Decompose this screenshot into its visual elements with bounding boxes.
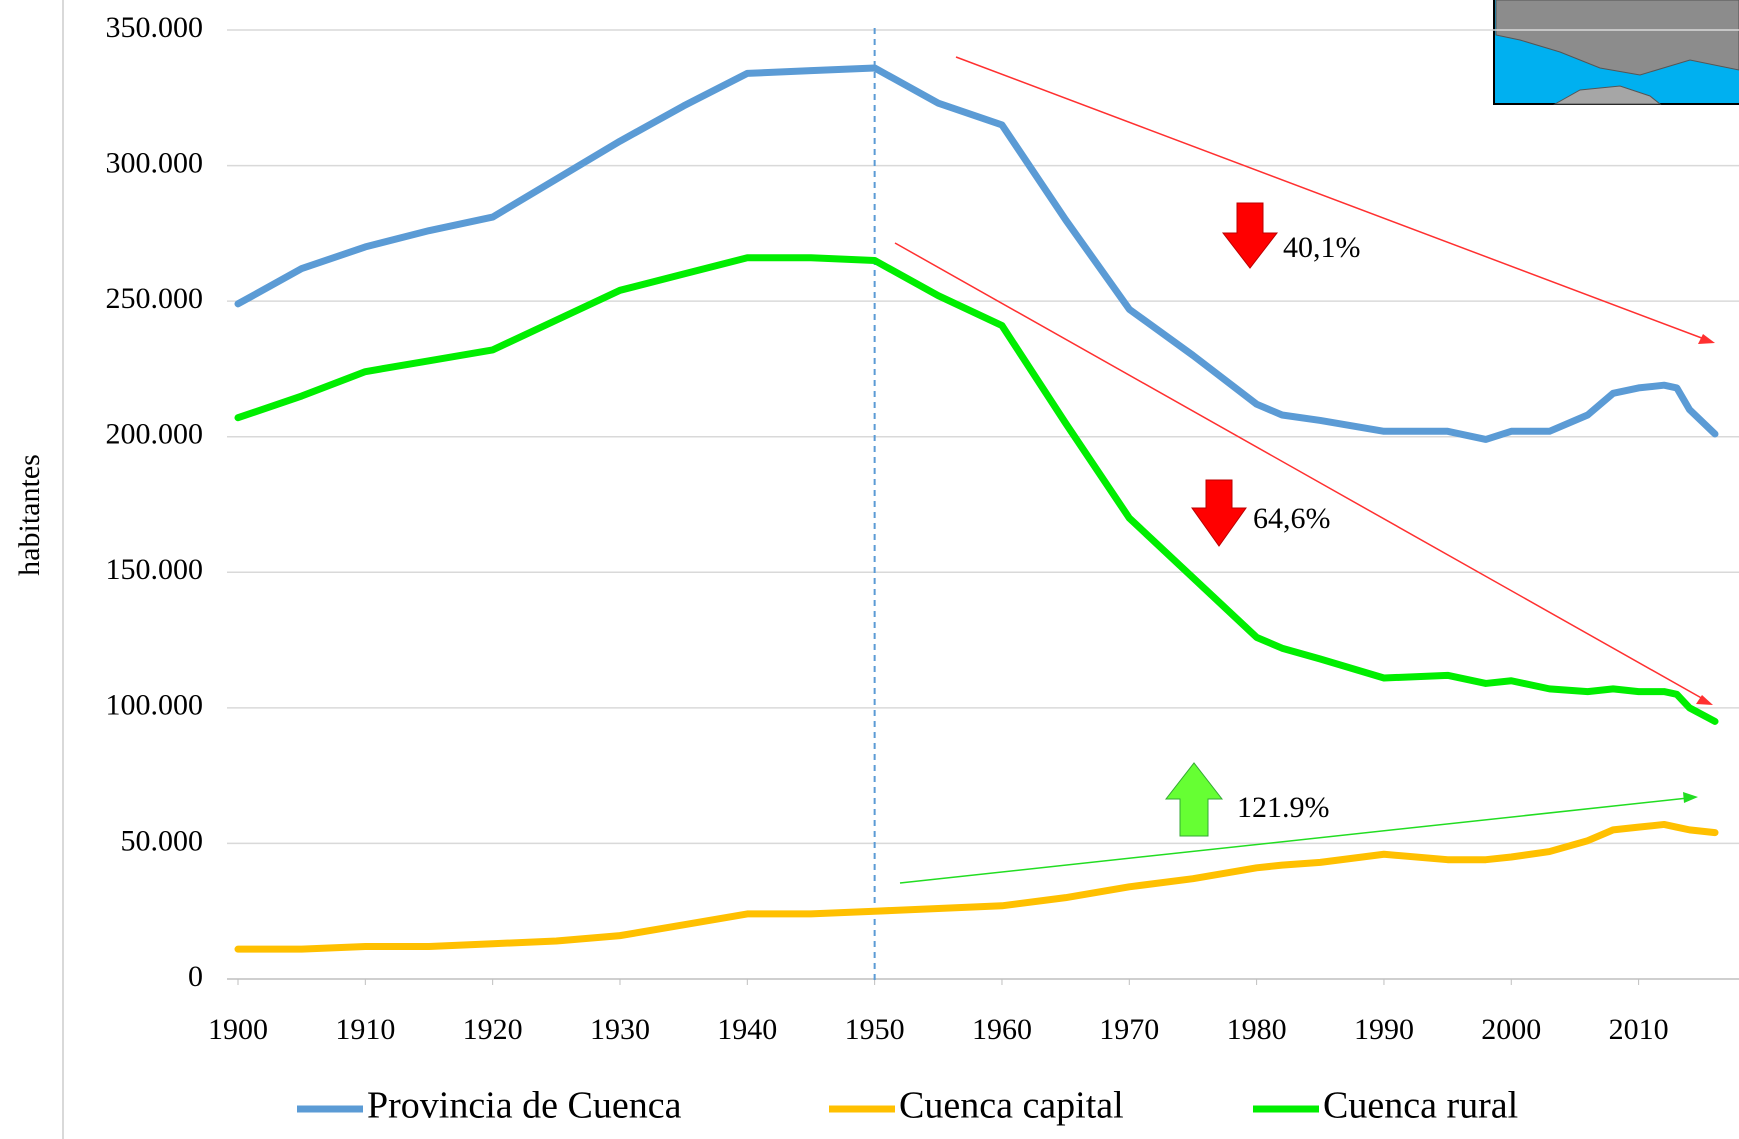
y-axis-label: habitantes xyxy=(13,454,46,576)
annotation: 40,1% xyxy=(1283,231,1361,264)
x-tick-label: 1990 xyxy=(1354,1013,1414,1046)
x-tick-label: 1950 xyxy=(845,1013,905,1046)
series-line xyxy=(234,254,1719,725)
y-tick-label: 0 xyxy=(188,960,203,993)
annotation: 121.9% xyxy=(1237,791,1330,824)
x-tick-label: 1910 xyxy=(335,1013,395,1046)
x-tick-label: 2000 xyxy=(1481,1013,1541,1046)
x-tick-label: 1980 xyxy=(1227,1013,1287,1046)
y-tick-label: 100.000 xyxy=(106,689,204,722)
y-tick-label: 200.000 xyxy=(106,418,204,451)
annotation: 64,6% xyxy=(1253,502,1331,535)
x-tick-label: 1900 xyxy=(208,1013,268,1046)
x-tick-label: 1920 xyxy=(463,1013,523,1046)
y-tick-label: 300.000 xyxy=(106,146,204,179)
trend-arrows xyxy=(894,56,1715,884)
legend-label: Cuenca capital xyxy=(899,1085,1124,1127)
legend-label: Cuenca rural xyxy=(1323,1085,1518,1127)
x-tick-label: 1970 xyxy=(1099,1013,1159,1046)
x-tick-label: 2010 xyxy=(1609,1013,1669,1046)
y-tick-label: 50.000 xyxy=(121,824,204,857)
y-tick-label: 150.000 xyxy=(106,553,204,586)
x-tick-label: 1940 xyxy=(717,1013,777,1046)
y-tick-label: 350.000 xyxy=(106,11,204,44)
x-tick-label: 1960 xyxy=(972,1013,1032,1046)
map-inset xyxy=(1493,0,1739,105)
y-tick-label: 250.000 xyxy=(106,282,204,315)
x-tick-label: 1930 xyxy=(590,1013,650,1046)
legend-label: Provincia de Cuenca xyxy=(367,1085,682,1127)
series-line xyxy=(234,64,1719,443)
series-line xyxy=(234,820,1719,953)
